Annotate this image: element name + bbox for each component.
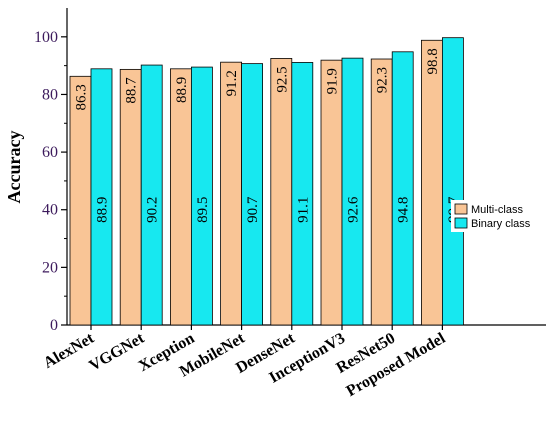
data-label-binary-class: 94.8 [396,197,412,223]
data-label-multi-class: 91.2 [224,70,240,96]
bar-multi-class [220,61,243,326]
data-label-binary-class: 88.9 [95,197,111,223]
bar-binary-class [190,66,213,326]
y-tick-label: 40 [42,202,58,219]
data-label-binary-class: 89.5 [195,197,211,223]
y-axis-label: Accuracy [4,131,24,204]
legend-entry: Binary class [471,218,531,230]
data-label-binary-class: 90.2 [145,197,161,223]
data-label-multi-class: 92.3 [375,67,391,93]
data-label-multi-class: 92.5 [274,66,290,92]
data-label-binary-class: 91.1 [295,197,311,223]
bar-binary-class [241,63,264,326]
bar-binary-class [341,57,364,326]
y-tick-label: 80 [42,86,58,103]
bar-multi-class [370,58,393,326]
data-label-multi-class: 86.3 [74,84,90,110]
data-label-binary-class: 90.7 [245,196,261,223]
legend-entry: Multi-class [471,204,523,216]
y-tick-label: 100 [34,29,58,46]
data-label-multi-class: 88.9 [174,77,190,103]
bar-binary-class [391,51,414,326]
bar-multi-class [320,59,343,326]
legend-swatch [454,217,468,229]
y-tick-label: 60 [42,144,58,161]
bar-binary-class [291,62,314,326]
bar-multi-class [270,58,293,326]
data-label-multi-class: 88.7 [124,77,140,104]
bars [69,37,464,326]
bar-binary-class [441,37,464,326]
y-tick-label: 20 [42,259,58,276]
bar-multi-class [169,68,192,326]
data-label-multi-class: 98.8 [425,48,441,74]
data-label-multi-class: 91.9 [325,68,341,94]
bar-multi-class [119,68,142,326]
bar-multi-class [69,75,92,326]
y-tick-label: 0 [50,317,58,334]
bar-binary-class [90,68,113,326]
data-label-binary-class: 92.6 [346,196,362,223]
x-tick-label: VGGNet [86,329,147,374]
bar-binary-class [140,64,163,326]
legend: Multi-class Binary class [451,200,539,232]
data-labels: 86.3 88.9 88.7 90.2 88.9 89.5 91.2 90.7 92.5 91.1… [74,48,462,223]
bar-multi-class [420,39,443,326]
legend-swatch [454,203,468,215]
